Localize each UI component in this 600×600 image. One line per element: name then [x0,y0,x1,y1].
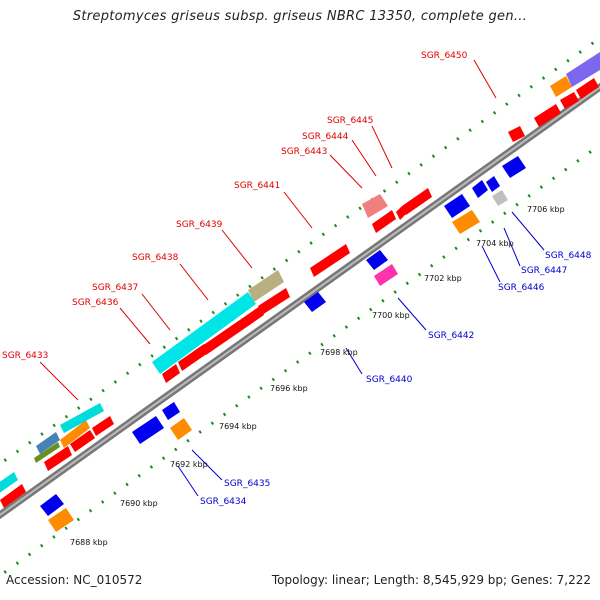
gene-label-sgr-6437: SGR_6437 [92,283,138,293]
tick-label-7690: 7690 kbp [120,499,158,508]
gene-label-sgr-6438: SGR_6438 [132,253,179,263]
tick-label-7706: 7706 kbp [527,205,565,214]
genome-summary: Topology: linear; Length: 8,545,929 bp; … [271,573,591,587]
gene-label-sgr-6444: SGR_6444 [302,132,349,142]
forward-gene-labels[interactable]: SGR_6433 SGR_6436 SGR_6437 SGR_6438 SGR_… [2,51,468,361]
gene-label-sgr-6450: SGR_6450 [421,51,468,61]
gene-label-sgr-6436: SGR_6436 [72,298,119,308]
reverse-genes[interactable] [40,156,526,532]
gene-label-sgr-6439: SGR_6439 [176,220,223,230]
gene-label-sgr-6440: SGR_6440 [366,375,413,385]
gene-label-sgr-6446: SGR_6446 [498,283,545,293]
forward-leaders [39,59,497,401]
tick-label-7688: 7688 kbp [70,538,108,547]
tick-label-7692: 7692 kbp [170,460,208,469]
accession-label: Accession: NC_010572 [6,573,143,587]
genome-title: Streptomyces griseus subsp. griseus NBRC… [72,9,528,24]
gene-label-sgr-6445: SGR_6445 [327,116,373,126]
gene-label-sgr-6447: SGR_6447 [521,266,567,276]
tick-label-7702: 7702 kbp [424,274,462,283]
tick-label-7700: 7700 kbp [372,311,410,320]
tick-label-7694: 7694 kbp [219,422,257,431]
reverse-leaders [177,211,545,497]
gene-label-sgr-6433: SGR_6433 [2,351,48,361]
tick-label-7704: 7704 kbp [476,239,514,248]
forward-genes[interactable] [0,52,600,508]
reverse-gene-labels[interactable]: SGR_6434 SGR_6435 SGR_6440 SGR_6442 SGR_… [200,251,592,507]
tick-label-7696: 7696 kbp [270,384,308,393]
gene-label-sgr-6441: SGR_6441 [234,181,280,191]
gene-label-sgr-6434: SGR_6434 [200,497,247,507]
gene-label-sgr-6443: SGR_6443 [281,147,327,157]
coordinate-ticks: 7688 kbp 7690 kbp 7692 kbp 7694 kbp 7696… [70,205,565,547]
genome-axis [0,82,600,520]
gene-label-sgr-6435: SGR_6435 [224,479,270,489]
gene-label-sgr-6448: SGR_6448 [545,251,592,261]
tick-track-lower [0,143,600,578]
tick-label-7698: 7698 kbp [320,348,358,357]
gene-label-sgr-6442: SGR_6442 [428,331,474,341]
